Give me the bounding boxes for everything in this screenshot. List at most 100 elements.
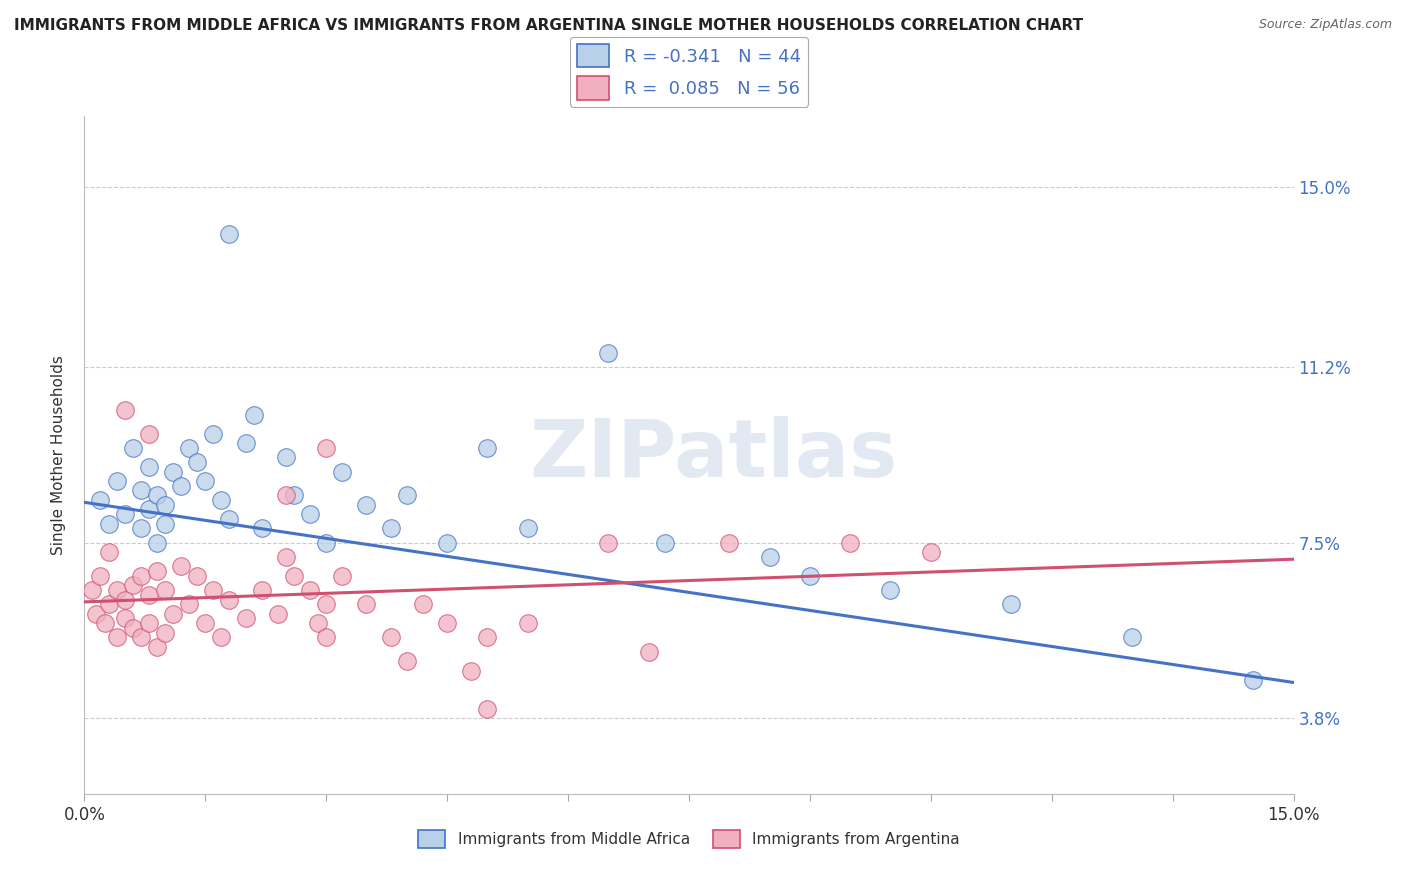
Point	[315, 631, 337, 645]
Point	[186, 569, 208, 583]
Point	[218, 512, 240, 526]
Text: Source: ZipAtlas.com: Source: ZipAtlas.com	[1258, 18, 1392, 31]
Point	[146, 640, 169, 654]
Point	[86, 607, 108, 621]
Point	[879, 582, 901, 597]
Point	[283, 488, 305, 502]
Point	[218, 227, 240, 242]
Point	[799, 569, 821, 583]
Point	[129, 521, 152, 535]
Point	[380, 521, 402, 535]
Point	[516, 521, 538, 535]
Point	[121, 441, 143, 455]
Point	[194, 474, 217, 488]
Point	[436, 535, 458, 549]
Legend: Immigrants from Middle Africa, Immigrants from Argentina: Immigrants from Middle Africa, Immigrant…	[412, 824, 966, 854]
Point	[516, 616, 538, 631]
Point	[89, 569, 111, 583]
Point	[1241, 673, 1264, 687]
Point	[194, 616, 217, 631]
Point	[839, 535, 862, 549]
Point	[93, 616, 115, 631]
Point	[235, 436, 257, 450]
Point	[718, 535, 741, 549]
Point	[129, 569, 152, 583]
Text: ZIPatlas: ZIPatlas	[529, 416, 897, 494]
Point	[146, 488, 169, 502]
Point	[202, 426, 225, 441]
Point	[920, 545, 942, 559]
Point	[299, 582, 322, 597]
Point	[395, 654, 418, 668]
Point	[179, 441, 201, 455]
Point	[186, 455, 208, 469]
Point	[138, 426, 160, 441]
Point	[356, 597, 378, 611]
Point	[170, 559, 193, 574]
Point	[274, 549, 297, 564]
Point	[153, 516, 176, 531]
Point	[153, 582, 176, 597]
Point	[477, 441, 499, 455]
Point	[460, 664, 482, 678]
Point	[162, 465, 184, 479]
Point	[82, 582, 104, 597]
Point	[477, 631, 499, 645]
Point	[121, 621, 143, 635]
Point	[267, 607, 290, 621]
Point	[153, 498, 176, 512]
Point	[299, 507, 322, 521]
Point	[283, 569, 305, 583]
Point	[202, 582, 225, 597]
Point	[315, 597, 337, 611]
Point	[1121, 631, 1143, 645]
Point	[170, 479, 193, 493]
Point	[315, 441, 337, 455]
Point	[330, 569, 353, 583]
Point	[307, 616, 329, 631]
Point	[436, 616, 458, 631]
Point	[235, 611, 257, 625]
Point	[138, 588, 160, 602]
Point	[179, 597, 201, 611]
Point	[637, 645, 659, 659]
Point	[250, 582, 273, 597]
Point	[598, 346, 620, 360]
Point	[598, 535, 620, 549]
Y-axis label: Single Mother Households: Single Mother Households	[51, 355, 66, 555]
Point	[209, 492, 232, 507]
Point	[114, 403, 136, 417]
Point	[138, 459, 160, 474]
Text: IMMIGRANTS FROM MIDDLE AFRICA VS IMMIGRANTS FROM ARGENTINA SINGLE MOTHER HOUSEHO: IMMIGRANTS FROM MIDDLE AFRICA VS IMMIGRA…	[14, 18, 1083, 33]
Point	[138, 502, 160, 516]
Point	[330, 465, 353, 479]
Point	[105, 582, 128, 597]
Point	[654, 535, 676, 549]
Point	[477, 701, 499, 715]
Point	[129, 483, 152, 498]
Point	[242, 408, 264, 422]
Point	[209, 631, 232, 645]
Point	[105, 631, 128, 645]
Point	[315, 535, 337, 549]
Point	[138, 616, 160, 631]
Point	[97, 545, 120, 559]
Point	[97, 597, 120, 611]
Point	[89, 492, 111, 507]
Point	[412, 597, 434, 611]
Point	[1000, 597, 1022, 611]
Point	[114, 507, 136, 521]
Point	[114, 592, 136, 607]
Point	[356, 498, 378, 512]
Point	[97, 516, 120, 531]
Point	[121, 578, 143, 592]
Point	[162, 607, 184, 621]
Point	[129, 631, 152, 645]
Point	[218, 592, 240, 607]
Point	[105, 474, 128, 488]
Point	[146, 535, 169, 549]
Point	[380, 631, 402, 645]
Point	[250, 521, 273, 535]
Point	[274, 488, 297, 502]
Point	[153, 625, 176, 640]
